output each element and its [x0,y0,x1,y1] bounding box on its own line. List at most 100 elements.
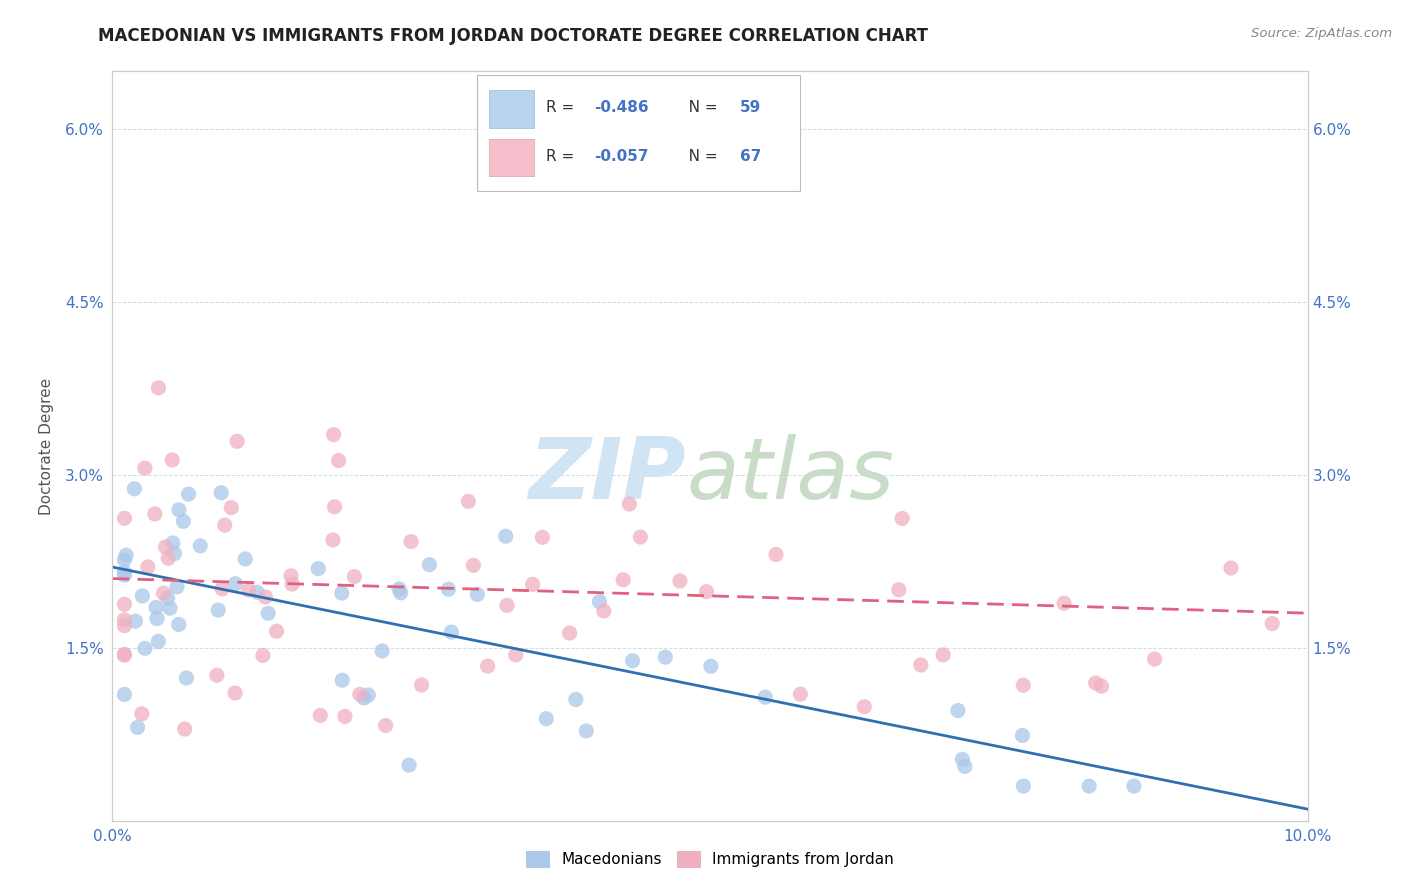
Point [357,688,380,702]
Point [157,551,180,566]
Point [114,568,135,582]
Point [146,612,169,626]
Point [621,654,644,668]
Point [754,690,776,705]
Point [789,687,811,701]
Point [353,690,375,705]
FancyBboxPatch shape [477,75,800,191]
Point [628,530,651,544]
Point [188,539,211,553]
Point [177,487,200,501]
Point [575,723,598,738]
Point [1143,652,1166,666]
Text: 67: 67 [740,149,761,163]
Point [887,582,910,597]
Text: -0.057: -0.057 [595,149,648,163]
Text: Source: ZipAtlas.com: Source: ZipAtlas.com [1251,27,1392,40]
Point [226,434,249,449]
Legend: Macedonians, Immigrants from Jordan: Macedonians, Immigrants from Jordan [520,845,900,873]
Point [209,485,232,500]
Point [522,577,544,591]
Point [1011,729,1033,743]
Text: R =: R = [547,149,579,163]
Point [211,582,233,596]
Point [172,514,194,528]
Point [219,500,242,515]
Point [233,552,256,566]
Point [145,600,167,615]
Point [114,613,135,627]
Point [477,659,499,673]
Y-axis label: Doctorate Degree: Doctorate Degree [39,377,55,515]
Point [254,590,277,604]
Point [131,589,153,603]
Point [418,558,440,572]
Point [437,582,460,597]
Text: N =: N = [675,100,723,115]
Point [952,752,974,766]
Text: N =: N = [675,149,723,163]
Point [1084,676,1107,690]
Point [257,607,280,621]
Point [173,722,195,736]
Point [205,668,228,682]
Point [167,503,190,517]
Point [1012,678,1035,692]
Point [148,634,170,648]
Point [246,585,269,599]
Point [322,533,344,547]
Point [134,461,156,475]
Point [131,706,153,721]
Point [159,601,181,615]
Point [148,381,170,395]
Point [1078,779,1101,793]
Point [114,598,135,612]
Point [932,648,955,662]
Point [669,574,692,588]
Point [114,618,135,632]
Point [214,518,236,533]
Point [946,704,969,718]
Point [115,548,138,562]
Point [309,708,332,723]
Point [114,688,135,702]
Point [114,648,135,662]
Point [280,569,302,583]
Point [440,625,463,640]
Point [467,587,489,601]
Point [323,500,346,514]
Point [1090,679,1112,693]
Point [1012,779,1035,793]
Point [307,561,329,575]
Point [328,453,350,467]
Point [176,671,198,685]
Point [343,569,366,583]
Point [114,648,135,663]
Point [1122,779,1144,793]
Point [853,699,876,714]
Point [558,626,581,640]
Point [143,507,166,521]
Text: atlas: atlas [686,434,894,517]
Text: MACEDONIAN VS IMMIGRANTS FROM JORDAN DOCTORATE DEGREE CORRELATION CHART: MACEDONIAN VS IMMIGRANTS FROM JORDAN DOC… [98,27,928,45]
Point [124,614,146,628]
Point [114,565,135,579]
Point [495,529,517,543]
Point [389,586,412,600]
Point [1261,616,1284,631]
Point [536,712,558,726]
Point [374,718,396,732]
Point [224,686,246,700]
Text: ZIP: ZIP [529,434,686,517]
Text: 59: 59 [740,100,761,115]
Text: -0.486: -0.486 [595,100,648,115]
Point [238,582,260,597]
Point [134,641,156,656]
Point [114,511,135,525]
Point [619,497,641,511]
Point [155,540,177,554]
Point [654,650,676,665]
Point [224,576,246,591]
Point [891,511,914,525]
FancyBboxPatch shape [489,90,534,128]
